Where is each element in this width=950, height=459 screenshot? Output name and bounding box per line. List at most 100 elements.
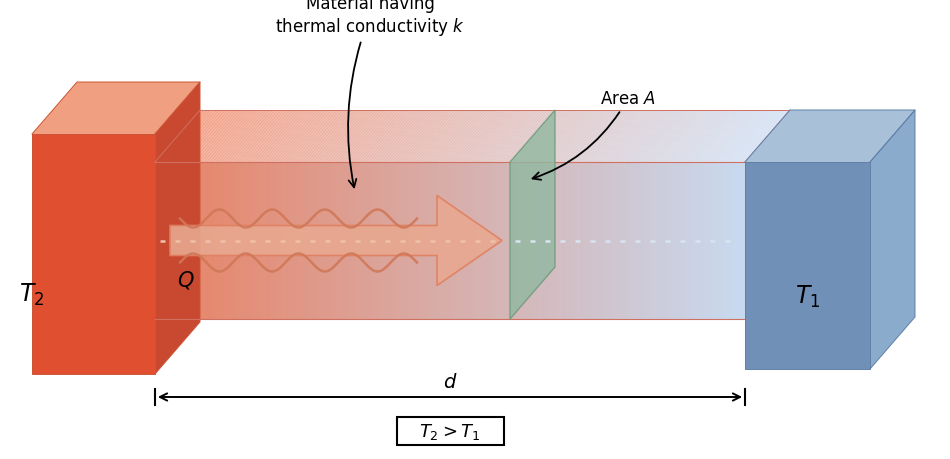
Polygon shape xyxy=(323,162,326,319)
Polygon shape xyxy=(462,162,465,319)
Polygon shape xyxy=(344,162,347,319)
Polygon shape xyxy=(462,111,510,162)
Polygon shape xyxy=(651,162,654,319)
Polygon shape xyxy=(270,162,273,319)
Polygon shape xyxy=(571,162,574,319)
Polygon shape xyxy=(621,111,669,162)
Polygon shape xyxy=(616,111,663,162)
Polygon shape xyxy=(453,162,456,319)
Polygon shape xyxy=(350,111,398,162)
Polygon shape xyxy=(630,111,678,162)
Polygon shape xyxy=(715,162,718,319)
Polygon shape xyxy=(388,111,436,162)
Polygon shape xyxy=(329,111,377,162)
Polygon shape xyxy=(630,162,633,319)
Polygon shape xyxy=(219,162,223,319)
Polygon shape xyxy=(701,162,704,319)
Polygon shape xyxy=(523,111,572,162)
Polygon shape xyxy=(694,162,698,319)
Polygon shape xyxy=(456,111,504,162)
Polygon shape xyxy=(385,162,388,319)
Polygon shape xyxy=(170,196,502,286)
Polygon shape xyxy=(267,162,270,319)
Polygon shape xyxy=(586,111,634,162)
Polygon shape xyxy=(739,111,787,162)
Polygon shape xyxy=(526,162,530,319)
Polygon shape xyxy=(724,162,728,319)
Polygon shape xyxy=(665,162,668,319)
Polygon shape xyxy=(418,162,421,319)
Polygon shape xyxy=(618,162,621,319)
Polygon shape xyxy=(365,162,368,319)
Polygon shape xyxy=(314,111,362,162)
Polygon shape xyxy=(574,111,622,162)
Polygon shape xyxy=(32,134,155,374)
Polygon shape xyxy=(400,162,403,319)
Polygon shape xyxy=(530,111,578,162)
Polygon shape xyxy=(273,162,276,319)
Polygon shape xyxy=(497,111,545,162)
Polygon shape xyxy=(718,162,721,319)
Polygon shape xyxy=(187,111,236,162)
Polygon shape xyxy=(341,162,344,319)
Polygon shape xyxy=(232,162,235,319)
Polygon shape xyxy=(568,162,571,319)
Polygon shape xyxy=(518,111,566,162)
Polygon shape xyxy=(256,111,303,162)
Polygon shape xyxy=(595,111,642,162)
Polygon shape xyxy=(674,111,722,162)
Polygon shape xyxy=(745,111,915,162)
Polygon shape xyxy=(692,111,740,162)
Polygon shape xyxy=(323,111,371,162)
Polygon shape xyxy=(391,111,439,162)
Polygon shape xyxy=(728,111,775,162)
Polygon shape xyxy=(326,162,329,319)
Polygon shape xyxy=(176,162,179,319)
Polygon shape xyxy=(329,162,332,319)
Polygon shape xyxy=(158,162,161,319)
Polygon shape xyxy=(294,162,296,319)
Polygon shape xyxy=(194,162,197,319)
Polygon shape xyxy=(223,111,271,162)
Polygon shape xyxy=(408,162,411,319)
Polygon shape xyxy=(447,111,495,162)
Polygon shape xyxy=(208,162,211,319)
Polygon shape xyxy=(470,111,519,162)
Polygon shape xyxy=(194,111,241,162)
Polygon shape xyxy=(385,111,433,162)
Polygon shape xyxy=(465,162,467,319)
Polygon shape xyxy=(553,162,556,319)
Polygon shape xyxy=(577,111,625,162)
Polygon shape xyxy=(636,111,684,162)
Polygon shape xyxy=(418,111,466,162)
Polygon shape xyxy=(698,111,746,162)
Polygon shape xyxy=(665,111,713,162)
Polygon shape xyxy=(742,162,745,319)
Polygon shape xyxy=(217,162,219,319)
Polygon shape xyxy=(582,162,586,319)
Polygon shape xyxy=(181,162,184,319)
Polygon shape xyxy=(480,111,527,162)
Polygon shape xyxy=(648,111,695,162)
Polygon shape xyxy=(450,111,498,162)
Polygon shape xyxy=(441,162,444,319)
Polygon shape xyxy=(598,111,645,162)
Polygon shape xyxy=(521,162,523,319)
Polygon shape xyxy=(332,162,335,319)
Polygon shape xyxy=(358,162,362,319)
Polygon shape xyxy=(312,162,314,319)
Polygon shape xyxy=(163,162,167,319)
Polygon shape xyxy=(654,111,701,162)
Polygon shape xyxy=(170,162,173,319)
Polygon shape xyxy=(424,162,427,319)
Polygon shape xyxy=(167,162,170,319)
Polygon shape xyxy=(504,111,551,162)
Polygon shape xyxy=(624,162,627,319)
Polygon shape xyxy=(474,162,477,319)
Polygon shape xyxy=(296,162,299,319)
Polygon shape xyxy=(253,111,300,162)
Polygon shape xyxy=(379,162,382,319)
Polygon shape xyxy=(672,111,719,162)
Polygon shape xyxy=(264,162,267,319)
Polygon shape xyxy=(530,162,533,319)
